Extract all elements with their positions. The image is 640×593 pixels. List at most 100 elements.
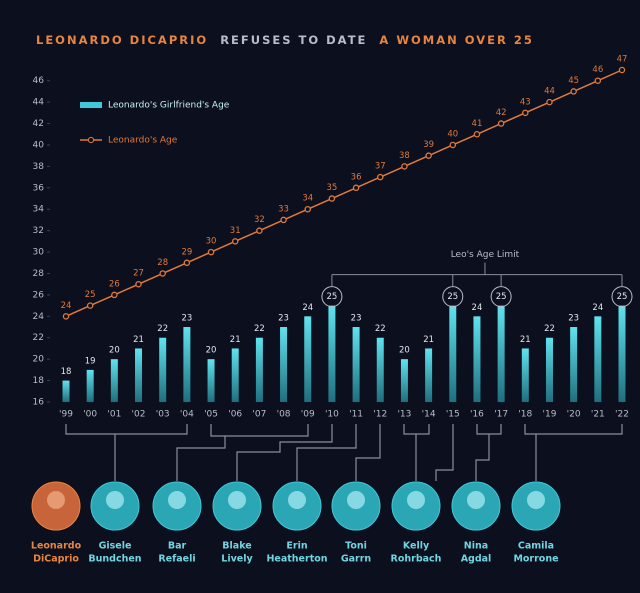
bar (183, 327, 191, 402)
y-tick-label: 36 (33, 183, 45, 193)
value-label: 23 (568, 314, 579, 324)
y-tick-label: 22 (33, 333, 44, 343)
title-part: LEONARDO DICAPRIO (36, 33, 208, 47)
point (352, 184, 360, 192)
value-label: 25 (496, 292, 507, 302)
y-tick-label: 40 (33, 140, 45, 150)
value-label: 21 (133, 335, 144, 345)
x-tick-label: '18 (518, 410, 532, 420)
y-tick-label: 18 (33, 376, 45, 386)
x-tick-label: '19 (543, 410, 557, 420)
legend-swatch (87, 136, 95, 144)
x-tick-label: '15 (446, 410, 460, 420)
point (256, 227, 263, 234)
value-label: 32 (254, 215, 265, 225)
point (135, 280, 142, 288)
person-name: Nina (464, 541, 488, 552)
point (425, 152, 432, 159)
bracket (296, 424, 357, 481)
value-label: 20 (206, 346, 217, 356)
bar (159, 337, 167, 402)
x-tick-label: '11 (349, 410, 363, 420)
person-name: Garrn (341, 554, 372, 565)
value-label: 45 (568, 76, 579, 86)
bar (521, 348, 529, 402)
value-label: 20 (399, 346, 410, 356)
photo-face (288, 491, 306, 509)
x-tick-label: '21 (591, 410, 605, 420)
photo-face (527, 491, 545, 509)
annotation: Leo's Age Limit (451, 250, 520, 260)
bar (400, 359, 408, 402)
bar (135, 348, 143, 402)
bar (280, 327, 288, 402)
point (401, 163, 408, 170)
bar (473, 316, 481, 402)
value-label: 28 (157, 258, 168, 268)
y-tick-label: 20 (33, 355, 45, 365)
person-name: Agdal (461, 554, 492, 565)
person-name: Toni (345, 541, 367, 552)
value-label: 29 (181, 247, 192, 257)
bar (231, 348, 239, 402)
bracket (236, 424, 333, 481)
point (522, 109, 529, 117)
person-name: DiCaprio (33, 554, 79, 565)
photo-face (228, 491, 246, 509)
photo-face (347, 491, 365, 509)
value-label: 31 (230, 226, 241, 236)
bar (110, 359, 118, 402)
value-label: 19 (85, 356, 96, 366)
y-tick-label: 32 (33, 226, 44, 236)
bar (425, 348, 433, 402)
bracket (435, 424, 454, 481)
x-tick-label: '07 (252, 410, 266, 420)
point (618, 66, 626, 74)
photo-face (47, 491, 65, 509)
value-label: 24 (592, 303, 603, 313)
value-label: 24 (302, 303, 313, 313)
photo-face (106, 491, 124, 509)
bar (328, 305, 336, 402)
person-name: Camila (518, 541, 554, 552)
x-tick-label: '08 (277, 410, 291, 420)
bracket (475, 434, 490, 481)
bar (255, 337, 263, 402)
value-label: 21 (230, 335, 241, 345)
x-tick-label: '09 (301, 410, 315, 420)
person-name: Bundchen (88, 554, 141, 565)
value-label: 25 (617, 292, 628, 302)
y-tick-label: 42 (33, 119, 44, 129)
value-label: 22 (544, 324, 555, 334)
x-tick-label: '99 (59, 410, 73, 420)
y-tick-label: 30 (33, 248, 45, 258)
person-name: Heatherton (266, 554, 327, 565)
bar (207, 359, 215, 402)
y-tick-label: 46 (33, 76, 45, 86)
chart-title: LEONARDO DICAPRIO REFUSES TO DATE A WOMA… (36, 33, 534, 47)
y-tick-label: 24 (33, 312, 45, 322)
value-label: 46 (592, 65, 603, 75)
point (207, 248, 215, 256)
y-tick-label: 28 (33, 269, 45, 279)
line (65, 69, 623, 318)
point (570, 88, 577, 95)
point (111, 291, 118, 299)
value-label: 24 (61, 301, 72, 311)
point (449, 141, 457, 149)
point (546, 98, 553, 106)
x-tick-label: '22 (615, 410, 629, 420)
bracket (524, 424, 623, 435)
value-label: 23 (181, 314, 192, 324)
value-label: 43 (520, 97, 531, 107)
bar (376, 337, 384, 402)
y-tick-label: 38 (33, 162, 45, 172)
point (473, 131, 481, 138)
x-tick-label: '00 (83, 410, 97, 420)
bar (570, 327, 578, 402)
value-label: 20 (109, 346, 120, 356)
value-label: 25 (326, 292, 337, 302)
title-part: A WOMAN OVER 25 (379, 33, 533, 47)
y-tick-label: 44 (33, 98, 45, 108)
